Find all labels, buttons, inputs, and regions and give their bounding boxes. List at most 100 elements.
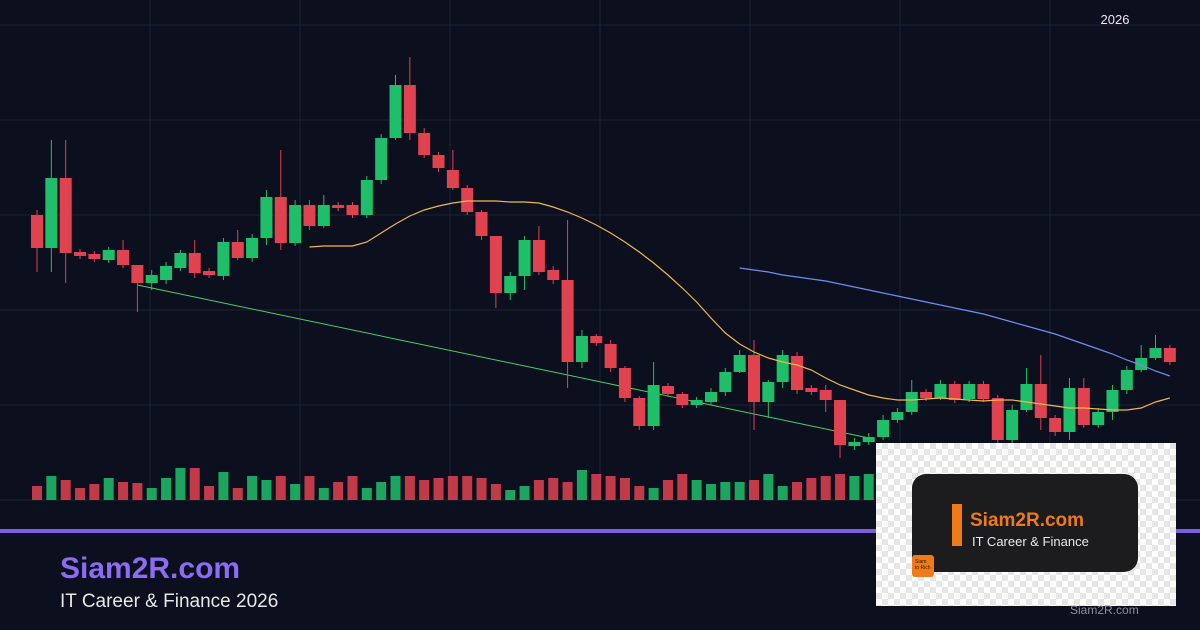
volume-bar xyxy=(161,478,172,500)
candle-body xyxy=(805,388,818,392)
volume-bar xyxy=(476,478,487,500)
volume-bar xyxy=(548,478,559,500)
volume-bar xyxy=(46,476,57,500)
volume-bar xyxy=(218,472,229,500)
volume-bar xyxy=(519,486,530,500)
volume-bar xyxy=(118,482,129,500)
volume-bar xyxy=(390,476,401,500)
candle-body xyxy=(74,252,87,256)
logo-card: Siam2R.com IT Career & Finance Siam to R… xyxy=(912,474,1138,577)
volume-bar xyxy=(247,476,258,500)
candle-body xyxy=(905,392,918,412)
volume-bar xyxy=(662,480,673,500)
volume-bar xyxy=(204,486,215,500)
volume-bar xyxy=(32,486,42,500)
volume-bar xyxy=(361,488,372,500)
candle-body xyxy=(676,394,689,405)
volume-bar xyxy=(189,468,200,500)
volume-bar xyxy=(863,474,874,500)
candle-body xyxy=(1006,410,1019,440)
candle-body xyxy=(274,197,287,243)
volume-bar xyxy=(720,482,731,500)
volume-bar xyxy=(734,482,745,500)
volume-bar xyxy=(533,480,544,500)
card-subtitle: IT Career & Finance xyxy=(972,534,1089,549)
candle-body xyxy=(303,205,316,226)
candle-body xyxy=(791,356,804,390)
candle-body xyxy=(260,197,273,238)
candle-body xyxy=(762,382,775,402)
logo-text: Siam xyxy=(915,559,927,565)
volume-bar xyxy=(777,486,788,500)
moving-average xyxy=(739,267,1171,377)
volume-bar xyxy=(290,484,301,500)
candle-body xyxy=(217,242,230,276)
candle-body xyxy=(934,384,947,398)
volume-bar xyxy=(849,476,860,500)
candle-body xyxy=(1163,348,1176,362)
volume-bar xyxy=(304,476,315,500)
candle-body xyxy=(160,266,173,280)
volume-bar xyxy=(806,478,817,500)
volume-bar xyxy=(505,490,516,500)
logo-text: to Rich xyxy=(915,565,931,571)
volume-bar xyxy=(318,488,329,500)
candle-body xyxy=(59,178,72,253)
volume-bar xyxy=(705,484,716,500)
candle-body xyxy=(862,437,875,442)
volume-bar xyxy=(820,476,831,500)
candle-body xyxy=(834,400,847,445)
candle-body xyxy=(88,254,101,259)
candle-body xyxy=(1049,418,1062,432)
candle-body xyxy=(446,170,459,188)
candle-body xyxy=(418,133,431,155)
candle-body xyxy=(1063,388,1076,432)
volume-bar xyxy=(591,474,602,500)
candle-body xyxy=(963,384,976,399)
candle-body xyxy=(991,398,1004,440)
watermark: Siam2R.com xyxy=(1070,603,1139,617)
candle-body xyxy=(1077,388,1090,425)
volume-bar xyxy=(419,480,430,500)
candle-body xyxy=(547,270,560,280)
volume-bar xyxy=(576,470,587,500)
candle-body xyxy=(1092,412,1105,425)
volume-bar xyxy=(490,484,501,500)
candle-body xyxy=(647,385,660,426)
volume-bar xyxy=(691,480,702,500)
volume-bar xyxy=(619,478,630,500)
brand-subtitle: IT Career & Finance 2026 xyxy=(60,591,278,612)
candle-body xyxy=(1034,384,1047,418)
logo-icon: Siam to Rich xyxy=(912,555,934,577)
candle-body xyxy=(618,368,631,398)
volume-bar xyxy=(562,482,573,500)
volume-bar xyxy=(75,488,86,500)
candle-body xyxy=(819,390,832,400)
volume-bar xyxy=(60,480,71,500)
divider xyxy=(0,529,1200,533)
candle-body xyxy=(45,178,58,248)
volume-bar xyxy=(146,488,157,500)
volume-bar xyxy=(648,488,659,500)
candle-body xyxy=(690,400,703,405)
candle-body xyxy=(31,215,43,248)
candle-body xyxy=(776,355,789,382)
volume-bar xyxy=(447,476,458,500)
candle-body xyxy=(1135,358,1148,370)
volume-bar xyxy=(634,486,645,500)
candle-body xyxy=(661,386,674,394)
candle-body xyxy=(317,205,330,226)
candle-body xyxy=(102,250,115,260)
candle-body xyxy=(504,276,517,293)
candle-body xyxy=(346,205,359,215)
candle-body xyxy=(461,188,474,212)
volume-bar xyxy=(132,483,143,500)
volume-bar xyxy=(835,474,846,500)
candle-body xyxy=(289,205,302,243)
candle-body xyxy=(891,412,904,420)
candle-body xyxy=(332,205,345,208)
volume-bar xyxy=(261,480,272,500)
candle-body xyxy=(1120,370,1133,390)
candle-body xyxy=(532,240,545,272)
